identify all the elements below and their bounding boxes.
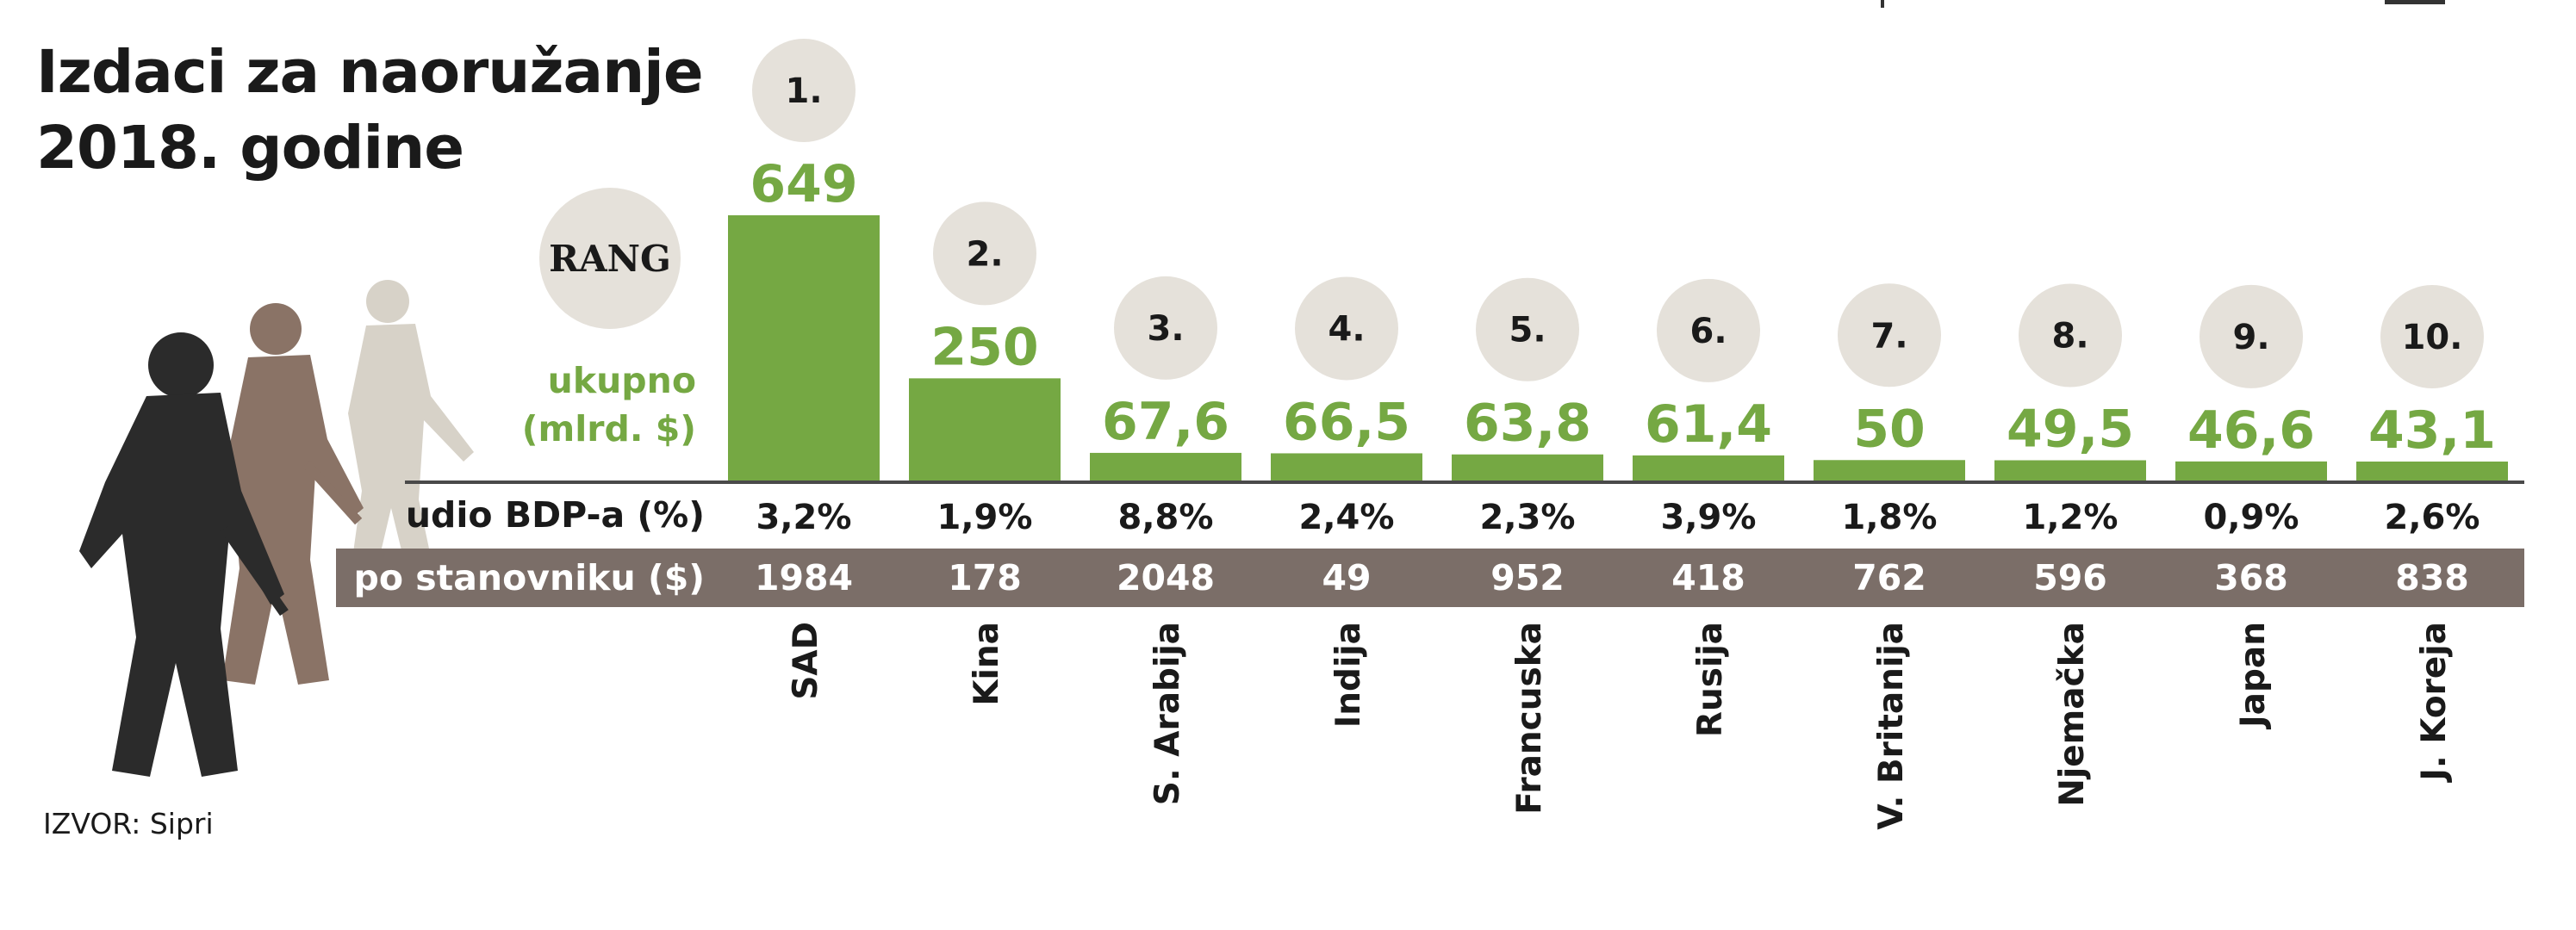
total-label-line-2: (mlrd. $): [521, 408, 696, 450]
category-label: J. Koreja: [2415, 622, 2454, 784]
rank-label: 10.: [2402, 318, 2463, 357]
gdp-share-value: 0,9%: [2204, 498, 2299, 537]
bar-6: [1633, 455, 1784, 480]
per-capita-value: 838: [2395, 557, 2469, 598]
baseline-rule: [405, 480, 2524, 484]
per-capita-value: 1984: [755, 557, 853, 598]
category-label: S. Arabija: [1148, 622, 1187, 805]
gdp-share-value: 2,6%: [2385, 498, 2480, 537]
rank-label: 6.: [1689, 312, 1727, 351]
value-label: 63,8: [1464, 394, 1591, 454]
rank-label: 9.: [2232, 318, 2269, 357]
rank-header-circle: RANG: [539, 188, 681, 329]
rank-label: 5.: [1509, 311, 1546, 350]
rank-label: 4.: [1328, 309, 1365, 349]
rank-label: 1.: [785, 71, 822, 111]
rank-circle: [2380, 285, 2484, 388]
rank-label: 3.: [1147, 309, 1184, 349]
bar-8: [1994, 460, 2146, 480]
rank-circle: [1657, 278, 1760, 382]
rank-circle: [933, 202, 1036, 306]
per-capita-value: 49: [1322, 557, 1371, 598]
gdp-share-value: 1,8%: [1842, 498, 1938, 537]
bar-1: [728, 215, 880, 480]
category-label: Kina: [968, 622, 1006, 706]
category-label: Indija: [1329, 622, 1368, 728]
value-label: 649: [750, 154, 857, 214]
total-label: ukupno (mlrd. $): [508, 356, 696, 453]
gdp-share-value: 2,4%: [1299, 498, 1395, 537]
soldier-silhouette-brown: [222, 303, 364, 685]
rank-circle: [752, 39, 856, 142]
title-line-2: 2018. godine: [36, 114, 464, 183]
per-capita-value: 596: [2033, 557, 2107, 598]
bar-5: [1452, 454, 1603, 480]
rank-circle: [2200, 284, 2303, 388]
value-label: 61,4: [1645, 394, 1772, 455]
value-label: 43,1: [2368, 400, 2496, 461]
gdp-share-row-label: udio BDP-a (%): [405, 494, 705, 536]
category-label: Francuska: [1510, 622, 1549, 815]
gdp-share-value: 2,3%: [1480, 498, 1576, 537]
per-capita-band: [336, 549, 2524, 607]
bar-7: [1814, 460, 1965, 480]
gdp-share-value: 3,9%: [1661, 498, 1757, 537]
category-label: Njemačka: [2053, 622, 2092, 807]
value-label: 49,5: [2007, 400, 2134, 460]
per-capita-value: 178: [948, 557, 1022, 598]
rank-label: 8.: [2051, 317, 2088, 356]
rank-circle: [1114, 276, 1217, 380]
bar-2: [909, 378, 1061, 480]
gdp-share-value: 1,9%: [937, 498, 1033, 537]
gdp-share-value: 8,8%: [1118, 498, 1214, 537]
soldier-silhouette-light: [348, 280, 474, 586]
source-note: IZVOR: Sipri: [43, 807, 214, 840]
rank-circle: [2019, 283, 2122, 388]
total-label-line-1: ukupno: [547, 360, 696, 401]
rank-circle: [1295, 276, 1398, 381]
bar-3: [1090, 452, 1241, 480]
chart-title: Izdaci za naoružanje 2018. godine: [36, 34, 704, 186]
title-line-1: Izdaci za naoružanje: [36, 38, 704, 107]
gdp-share-value: 3,2%: [756, 498, 852, 537]
category-label: Rusija: [1691, 622, 1730, 737]
value-label: 66,5: [1283, 392, 1410, 452]
per-capita-value: 952: [1490, 557, 1565, 598]
per-capita-value: 762: [1852, 557, 1926, 598]
value-label: 67,6: [1102, 392, 1229, 452]
value-label: 250: [930, 317, 1038, 377]
top-edge-marks: [1881, 0, 2445, 8]
value-label: 50: [1853, 399, 1926, 459]
category-label: Japan: [2234, 622, 2273, 730]
per-capita-value: 418: [1671, 557, 1745, 598]
per-capita-value: 368: [2214, 557, 2288, 598]
category-label: SAD: [787, 622, 825, 700]
rank-header-label: RANG: [549, 237, 671, 280]
bar-10: [2356, 462, 2508, 480]
gdp-share-value: 1,2%: [2023, 498, 2119, 537]
rank-circle: [1476, 277, 1579, 381]
per-capita-row-label: po stanovniku ($): [353, 557, 705, 598]
soldier-silhouette-dark: [79, 332, 289, 777]
soldier-silhouettes-illustration: [79, 280, 474, 777]
rank-label: 7.: [1870, 316, 1907, 356]
value-label: 46,6: [2187, 400, 2315, 461]
bar-4: [1271, 453, 1422, 480]
rank-circle: [1838, 283, 1941, 388]
category-label: V. Britanija: [1872, 622, 1911, 830]
bar-9: [2175, 461, 2327, 480]
per-capita-value: 2048: [1117, 557, 1215, 598]
rank-label: 2.: [966, 234, 1003, 274]
